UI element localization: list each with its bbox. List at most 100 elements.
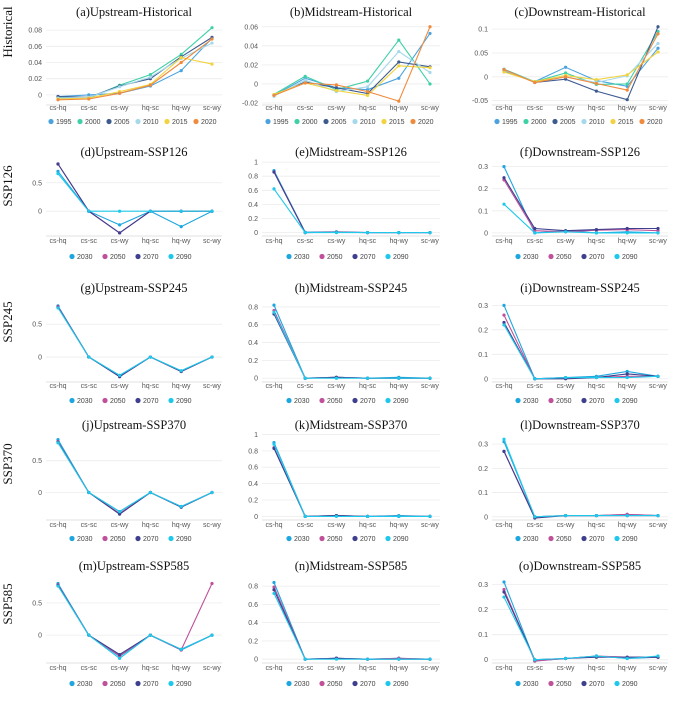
series-line-2020: [273, 26, 431, 102]
data-point: [656, 46, 660, 50]
data-point: [56, 441, 60, 445]
chart-panel-12: (m)Upstream-SSP585 0 0.5 cs-hq cs-sc cs-wy hq-…: [32, 559, 222, 688]
legend-label-2090: 2090: [622, 536, 638, 543]
data-point: [625, 98, 629, 102]
data-point: [502, 70, 506, 74]
data-point: [625, 656, 629, 661]
legend-marker-2050: [319, 253, 325, 260]
x-tick-label: cs-wy: [111, 383, 129, 390]
y-tick-label: 0.1: [478, 490, 488, 497]
x-tick-label: sc-wy: [203, 238, 221, 245]
data-point: [428, 376, 432, 380]
x-tick-label: cs-sc: [297, 522, 314, 529]
legend-marker-2030: [286, 253, 292, 260]
data-point: [334, 376, 338, 380]
legend-label-2090: 2090: [622, 254, 638, 261]
legend-marker-2090: [614, 253, 620, 260]
x-tick-label: hq-wy: [618, 522, 637, 529]
y-tick-label: 0.4: [248, 202, 258, 209]
x-tick-label: sc-wy: [203, 383, 221, 390]
legend-label-2090: 2090: [393, 681, 409, 688]
legend-marker-2090: [385, 680, 391, 687]
legend-marker-2090: [168, 397, 174, 404]
y-tick-label: 0: [484, 514, 488, 521]
series-line-2005: [273, 61, 431, 96]
legend-marker-2030: [69, 397, 75, 404]
series-line-2090: [57, 585, 213, 660]
data-point: [56, 172, 60, 176]
series-line-2030: [503, 166, 659, 234]
legend-label-2020: 2020: [647, 119, 663, 126]
legend-label-2000: 2000: [302, 119, 318, 126]
data-point: [594, 89, 599, 93]
x-tick-label: hq-wy: [389, 383, 408, 390]
legend-marker-2030: [515, 535, 521, 542]
data-point: [272, 170, 276, 174]
data-point: [564, 75, 568, 79]
x-tick-label: cs-wy: [327, 238, 345, 245]
chart-panel-14: (o)Downstream-SSP585 0 0.1 0.2 0.3 cs-hq cs-sc…: [478, 559, 668, 688]
y-tick-label: 0: [484, 376, 488, 383]
legend-label-2000: 2000: [85, 119, 101, 126]
chart-title: (l)Downstream-SSP370: [520, 418, 639, 432]
data-point: [56, 169, 60, 173]
y-tick-label: 0.2: [248, 638, 258, 645]
y-tick-label: 0.8: [248, 304, 258, 311]
data-point: [564, 230, 568, 234]
legend-label-2030: 2030: [523, 398, 539, 405]
data-point: [428, 31, 432, 36]
data-point: [272, 446, 276, 450]
data-point: [502, 176, 506, 180]
y-tick-label: 0.4: [248, 340, 258, 347]
data-point: [502, 320, 506, 325]
x-tick-label: hq-sc: [359, 105, 377, 112]
data-point: [148, 73, 152, 77]
legend-marker-2070: [581, 253, 587, 260]
x-tick-label: hq-sc: [588, 105, 606, 112]
series-line-2000: [273, 39, 431, 95]
x-tick-label: hq-wy: [389, 665, 408, 672]
x-tick-label: hq-sc: [142, 105, 160, 112]
legend-marker-2070: [581, 680, 587, 687]
chart-panel-9: (j)Upstream-SSP370 0 0.5 cs-hq cs-sc cs-wy hq-…: [32, 418, 222, 543]
y-tick-label: 0.1: [478, 632, 488, 639]
series-line-2050: [503, 179, 659, 233]
legend-marker-2050: [319, 397, 325, 404]
y-tick-label: 0: [254, 81, 258, 88]
data-point: [564, 77, 568, 81]
legend-label-2070: 2070: [589, 681, 605, 688]
x-tick-label: hq-sc: [588, 522, 606, 529]
data-point: [272, 585, 276, 589]
data-point: [272, 303, 276, 307]
chart-panel-4: (e)Midstream-SSP126 0 0.2 0.4 0.6 0.8 1 cs-hq cs…: [248, 145, 440, 261]
x-tick-label: hq-sc: [588, 665, 606, 672]
chart-title: (i)Downstream-SSP245: [520, 281, 639, 295]
legend-marker-2070: [581, 535, 587, 542]
data-point: [564, 71, 568, 75]
legend-label-2030: 2030: [523, 536, 539, 543]
series-line-2070: [503, 591, 658, 661]
data-point: [564, 375, 568, 380]
data-point: [656, 231, 660, 235]
legend-marker-2050: [548, 535, 554, 542]
legend-label-2090: 2090: [393, 398, 409, 405]
data-point: [56, 306, 60, 310]
data-point: [594, 513, 599, 518]
x-tick-label: hq-wy: [389, 105, 408, 112]
x-tick-label: cs-sc: [527, 238, 544, 245]
y-tick-label: 0.1: [478, 27, 488, 34]
data-point: [118, 652, 122, 657]
data-point: [303, 657, 307, 661]
x-tick-label: cs-sc: [297, 383, 314, 390]
series-line-2070: [57, 585, 213, 656]
data-point: [87, 490, 91, 495]
data-point: [502, 449, 506, 453]
data-point: [210, 581, 214, 586]
y-tick-label: 0.2: [248, 358, 258, 365]
legend-marker-2070: [581, 397, 587, 404]
legend-marker-2050: [319, 680, 325, 687]
x-tick-label: hq-wy: [389, 522, 408, 529]
legend-marker-2070: [352, 397, 358, 404]
y-tick-label: -0.05: [472, 98, 488, 105]
